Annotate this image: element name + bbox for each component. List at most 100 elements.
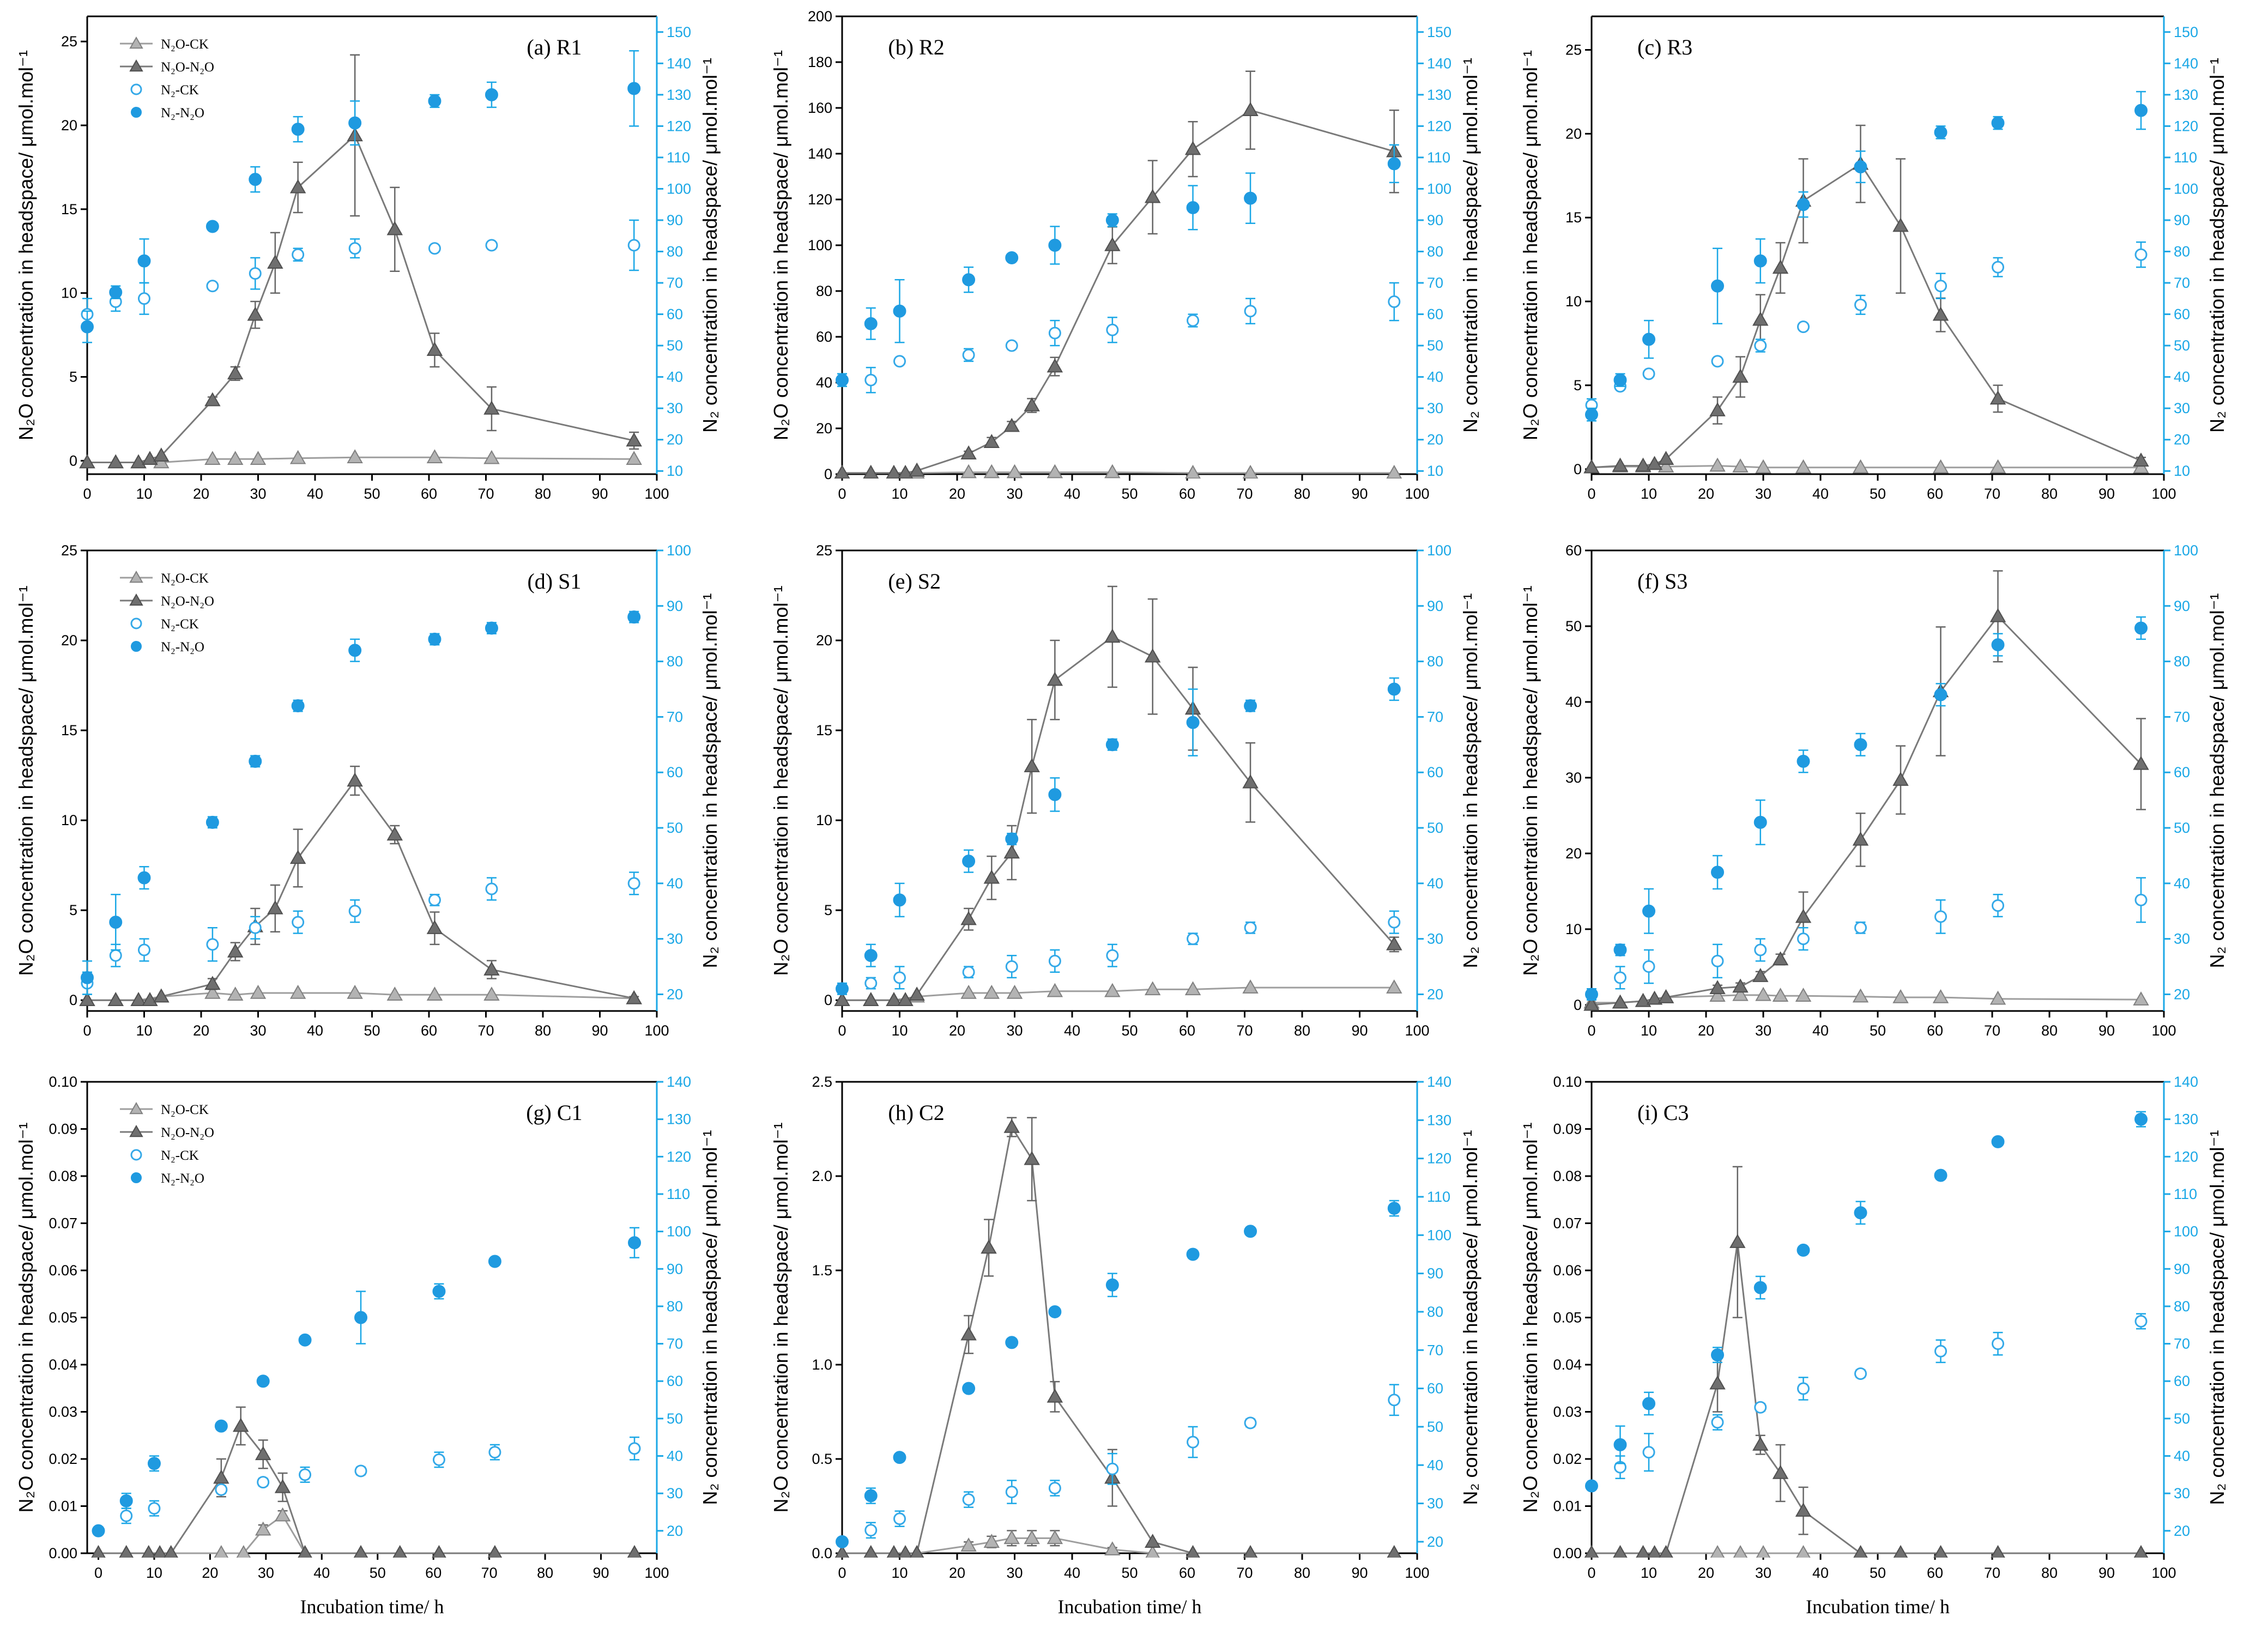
legend-label: N₂-CK (161, 1148, 199, 1163)
y-right-tick-label: 80 (1427, 653, 1443, 670)
y-left-tick-label: 50 (1565, 618, 1582, 634)
legend-marker (129, 593, 143, 606)
y-left-tick-label: 60 (816, 329, 832, 345)
data-point (1659, 1545, 1673, 1558)
y-right-tick-label: 30 (667, 1485, 683, 1501)
x-tick-label: 50 (364, 486, 380, 502)
legend-marker (131, 1172, 142, 1183)
legend-marker (131, 107, 142, 118)
data-point (864, 1524, 878, 1537)
x-tick-label: 70 (1236, 1022, 1253, 1039)
y-right-tick-label: 40 (1427, 875, 1443, 892)
x-tick-label: 60 (421, 486, 437, 502)
y-left-tick-label: 0.08 (1553, 1168, 1582, 1184)
legend-label: N₂-N₂O (161, 106, 204, 120)
data-point (1933, 1545, 1948, 1558)
x-tick-label: 0 (1587, 1565, 1595, 1581)
data-point (1613, 943, 1627, 957)
data-point (1243, 1545, 1258, 1558)
data-point (1772, 951, 1789, 966)
y-right-tick-label: 120 (2174, 118, 2198, 134)
y-left-tick-label: 0.03 (49, 1404, 77, 1420)
y-right-tick-label: 70 (667, 708, 683, 725)
data-point (1709, 402, 1726, 416)
data-point (1852, 988, 1869, 1003)
series-nno-trt (81, 610, 641, 995)
data-point (1709, 457, 1726, 472)
data-point (626, 990, 642, 1004)
data-point (1104, 628, 1121, 643)
data-point (1989, 390, 2006, 405)
y-right-tick-label: 90 (2174, 598, 2190, 614)
data-point (1795, 988, 1812, 1002)
x-tick-label: 30 (1755, 486, 1771, 502)
x-tick-label: 30 (1006, 1022, 1023, 1039)
series-nono-trt (79, 54, 642, 469)
data-point (1642, 332, 1655, 346)
y-right-tick-label: 30 (667, 400, 683, 416)
data-point (1753, 815, 1767, 829)
data-point (1613, 373, 1627, 387)
data-point (628, 1442, 641, 1455)
y-right-tick-label: 100 (667, 542, 691, 559)
y-left-tick-label: 0 (824, 992, 832, 1008)
panel-title: (c) R3 (1637, 35, 1692, 59)
data-point (483, 450, 500, 464)
x-tick-label: 30 (1755, 1022, 1771, 1039)
data-point (485, 239, 498, 252)
x-tick-label: 90 (591, 1022, 608, 1039)
data-point (1932, 306, 1949, 321)
series-line (842, 109, 1395, 474)
data-point (1387, 1202, 1401, 1215)
data-point (1584, 1545, 1599, 1558)
data-point (1106, 323, 1119, 336)
chart-panel-s1: 0 10 20 30 40 50 60 70 80 90 100 0 5 10 15 20 25 20 30 40 50… (15, 542, 721, 1039)
data-point (893, 304, 906, 318)
data-point (485, 882, 498, 895)
data-point (983, 464, 1000, 479)
y-right-tick-label: 50 (667, 1410, 683, 1427)
data-point (1003, 844, 1020, 859)
data-point (386, 826, 403, 841)
y-left-tick-label: 0.0 (812, 1545, 832, 1561)
y-left-tick-label: 0.10 (1553, 1074, 1582, 1090)
data-point (164, 1545, 178, 1558)
data-point (255, 1521, 271, 1536)
x-axis-label: Incubation time/ h (1058, 1596, 1202, 1618)
data-point (214, 1545, 229, 1558)
data-point (834, 992, 850, 1006)
x-tick-label: 20 (193, 1022, 209, 1039)
data-point (299, 1468, 312, 1481)
data-point (1244, 921, 1257, 934)
y-left-tick-label: 20 (1565, 125, 1582, 142)
y-left-tick-label: 10 (61, 285, 77, 301)
y-right-tick-label: 10 (1427, 463, 1443, 479)
data-point (347, 772, 363, 787)
panel-title: (h) C2 (888, 1100, 944, 1125)
x-tick-label: 20 (1698, 1565, 1714, 1581)
x-tick-label: 100 (2151, 1565, 2176, 1581)
x-tick-label: 50 (1870, 1565, 1886, 1581)
y-left-tick-label: 0 (1574, 997, 1582, 1013)
data-point (1756, 1545, 1771, 1558)
legend-marker (130, 617, 142, 629)
data-point (909, 1545, 924, 1558)
data-point (1047, 983, 1063, 997)
data-point (428, 94, 441, 108)
y-right-tick-label: 110 (1427, 149, 1450, 166)
data-point (347, 449, 363, 463)
plot-area (1583, 570, 2149, 1011)
data-point (107, 992, 124, 1006)
data-point (1772, 988, 1789, 1002)
y-right-axis-label: N₂ concentration in headspace/ μmol.mol⁻… (2206, 1130, 2228, 1505)
data-point (1752, 968, 1769, 982)
data-point (886, 1545, 902, 1558)
x-tick-label: 90 (2098, 1022, 2115, 1039)
x-tick-label: 30 (1755, 1565, 1771, 1581)
data-point (298, 1545, 312, 1558)
data-point (1711, 279, 1724, 293)
data-point (1144, 1534, 1161, 1548)
data-point (886, 464, 902, 479)
y-left-axis-label: N₂O concentration in headspace/ μmol.mol… (15, 1122, 37, 1512)
data-point (204, 392, 221, 407)
